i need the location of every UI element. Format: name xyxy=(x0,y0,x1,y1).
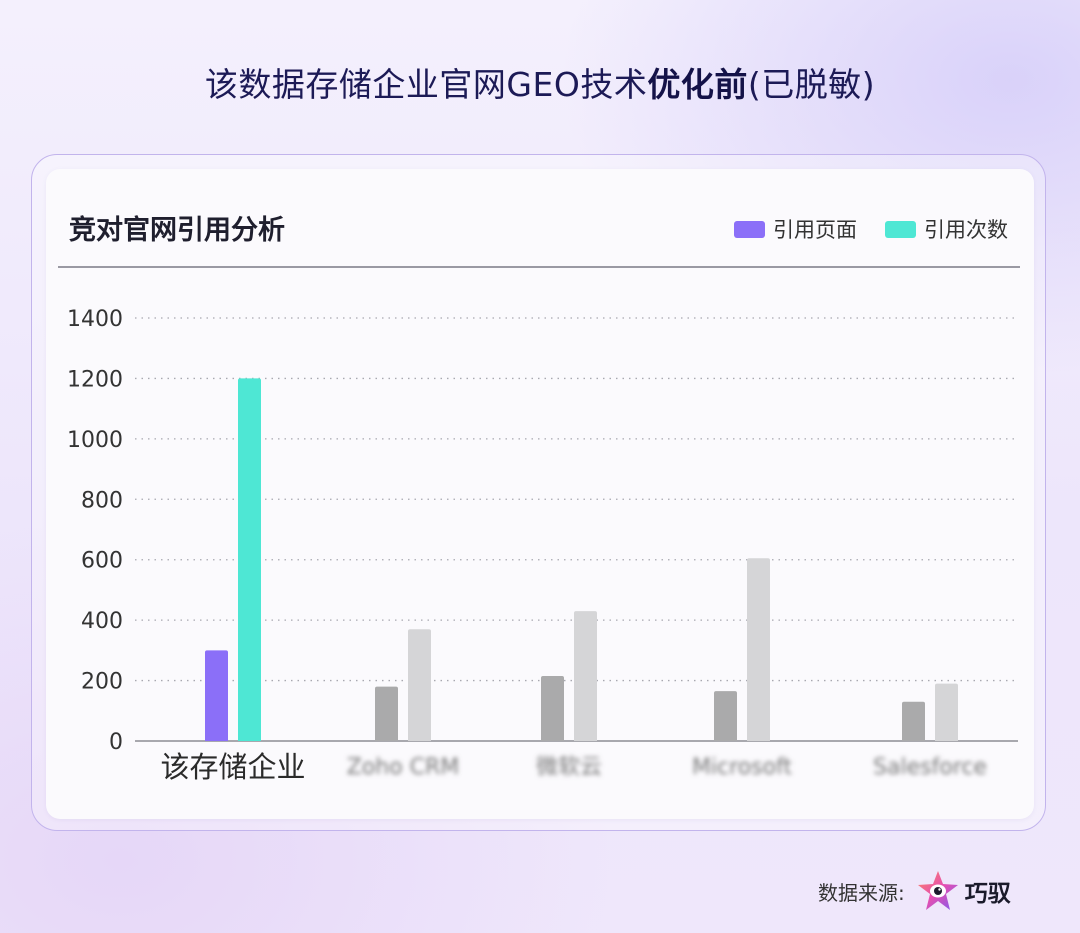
page-title-suffix: (已脱敏) xyxy=(747,65,876,104)
x-category-label: 微软云 xyxy=(536,755,602,780)
bar-pages xyxy=(541,676,564,741)
page-title-emphasis: 优化前 xyxy=(647,65,748,104)
x-category-label: Microsoft xyxy=(692,755,792,780)
header-divider xyxy=(58,266,1020,268)
bar-pages xyxy=(902,701,925,741)
footer-source: 数据来源: 巧驭 xyxy=(818,868,1011,914)
bar-pages xyxy=(375,686,398,741)
y-tick-label: 1400 xyxy=(67,307,123,332)
y-tick-label: 200 xyxy=(81,670,123,695)
bar-citations xyxy=(238,378,261,741)
brand-logo-icon xyxy=(917,871,958,910)
bar-pages xyxy=(714,691,737,741)
bar-citations xyxy=(408,629,431,741)
legend-swatch-pages xyxy=(734,220,765,238)
bar-citations xyxy=(935,683,958,741)
legend-item-pages: 引用页面 xyxy=(734,214,857,244)
chart-legend: 引用页面 引用次数 xyxy=(734,214,1008,244)
bar-citations xyxy=(574,611,597,741)
x-category-label: Zoho CRM xyxy=(347,755,460,780)
legend-label-pages: 引用页面 xyxy=(773,218,857,242)
page-title-prefix: 该数据存储企业官网GEO技术 xyxy=(204,65,648,104)
x-category-label: 该存储企业 xyxy=(160,750,305,784)
y-tick-label: 1000 xyxy=(67,428,123,453)
y-tick-label: 1200 xyxy=(67,367,123,392)
source-label: 数据来源: xyxy=(818,880,905,905)
bar-citations xyxy=(747,558,770,741)
bar-pages xyxy=(205,650,228,741)
y-tick-label: 0 xyxy=(109,730,123,755)
chart-title: 竞对官网引用分析 xyxy=(69,215,285,246)
legend-item-citations: 引用次数 xyxy=(885,214,1008,244)
legend-label-citations: 引用次数 xyxy=(924,218,1008,242)
x-category-label: Salesforce xyxy=(873,755,987,780)
y-tick-label: 800 xyxy=(81,488,123,513)
y-tick-label: 400 xyxy=(81,609,123,634)
legend-swatch-citations xyxy=(885,220,916,238)
y-tick-label: 600 xyxy=(81,549,123,574)
page-title: 该数据存储企业官网GEO技术优化前(已脱敏) xyxy=(0,58,1080,106)
brand-name: 巧驭 xyxy=(964,881,1011,907)
